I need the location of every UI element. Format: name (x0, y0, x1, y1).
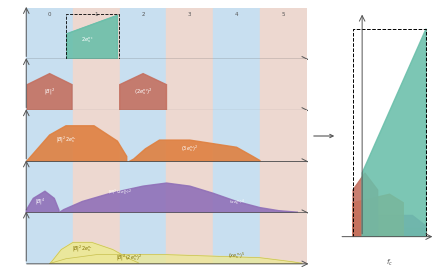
Text: $2e_s^{n_s}$: $2e_s^{n_s}$ (81, 35, 93, 45)
Bar (213, 8, 260, 59)
Polygon shape (129, 140, 260, 162)
Text: 0: 0 (24, 222, 28, 227)
Bar (119, 59, 166, 110)
Polygon shape (352, 194, 402, 237)
Bar (213, 59, 260, 110)
Bar (26, 59, 73, 110)
Text: $4f_c$: $4f_c$ (207, 222, 218, 231)
Bar (26, 162, 73, 213)
Text: $f_c$: $f_c$ (69, 69, 76, 78)
Bar (119, 110, 166, 162)
Text: 1: 1 (95, 12, 98, 17)
Text: $|B|^2 2e_s^{n_s}$: $|B|^2 2e_s^{n_s}$ (72, 243, 92, 254)
Text: 2: 2 (141, 12, 145, 17)
Polygon shape (26, 191, 59, 213)
Polygon shape (49, 242, 138, 264)
Bar (73, 162, 119, 213)
Text: $(xe_s^{n_s})^4$: $(xe_s^{n_s})^4$ (228, 197, 244, 208)
Bar (213, 110, 260, 162)
Bar (213, 162, 260, 213)
Text: $|B|^2(2e_s^{n_s})^2$: $|B|^2(2e_s^{n_s})^2$ (108, 188, 132, 198)
Polygon shape (352, 215, 425, 237)
Bar (260, 110, 306, 162)
Bar (26, 8, 73, 59)
Bar (166, 213, 213, 264)
Text: $|B|^2 2e_s^{n_s}$: $|B|^2 2e_s^{n_s}$ (56, 135, 76, 145)
Text: $|B|^2(2e_s^{n_s})^2$: $|B|^2(2e_s^{n_s})^2$ (115, 253, 142, 263)
Polygon shape (27, 74, 72, 110)
Bar (260, 162, 306, 213)
Bar (73, 59, 119, 110)
Polygon shape (352, 173, 377, 237)
Bar (166, 110, 213, 162)
Text: $3f_c$: $3f_c$ (161, 171, 171, 180)
Bar (73, 213, 119, 264)
Polygon shape (49, 255, 301, 264)
Text: $|B|^2$: $|B|^2$ (44, 87, 55, 97)
Bar (119, 162, 166, 213)
Bar (166, 162, 213, 213)
Text: $f_c$: $f_c$ (385, 258, 392, 268)
Bar (213, 213, 260, 264)
Text: 0: 0 (48, 12, 51, 17)
Bar (166, 59, 213, 110)
Bar (119, 213, 166, 264)
Text: 5: 5 (281, 12, 284, 17)
Polygon shape (26, 126, 126, 162)
Polygon shape (119, 74, 166, 110)
Bar (260, 59, 306, 110)
Text: $(xe_s^{n_s})^5$: $(xe_s^{n_s})^5$ (227, 250, 245, 261)
Bar (260, 213, 306, 264)
Polygon shape (59, 183, 297, 213)
Text: $2f_c$: $2f_c$ (114, 222, 125, 231)
Text: $(2e_s^{n_s})^2$: $(2e_s^{n_s})^2$ (133, 86, 152, 97)
Polygon shape (67, 15, 117, 59)
Text: 0: 0 (24, 120, 28, 125)
Bar (260, 8, 306, 59)
Bar (73, 8, 119, 59)
Text: 4: 4 (234, 12, 238, 17)
Text: $|B|^4$: $|B|^4$ (35, 196, 46, 207)
Polygon shape (352, 228, 425, 237)
Bar (119, 8, 166, 59)
Text: $f_c$: $f_c$ (69, 171, 76, 180)
Bar (166, 8, 213, 59)
Text: $2f_c$: $2f_c$ (138, 120, 148, 129)
Bar (26, 213, 73, 264)
Text: 3: 3 (187, 12, 191, 17)
Bar (26, 110, 73, 162)
Polygon shape (361, 29, 425, 237)
Bar (73, 110, 119, 162)
Text: $(3e_s^{n_s})^2$: $(3e_s^{n_s})^2$ (181, 143, 198, 154)
